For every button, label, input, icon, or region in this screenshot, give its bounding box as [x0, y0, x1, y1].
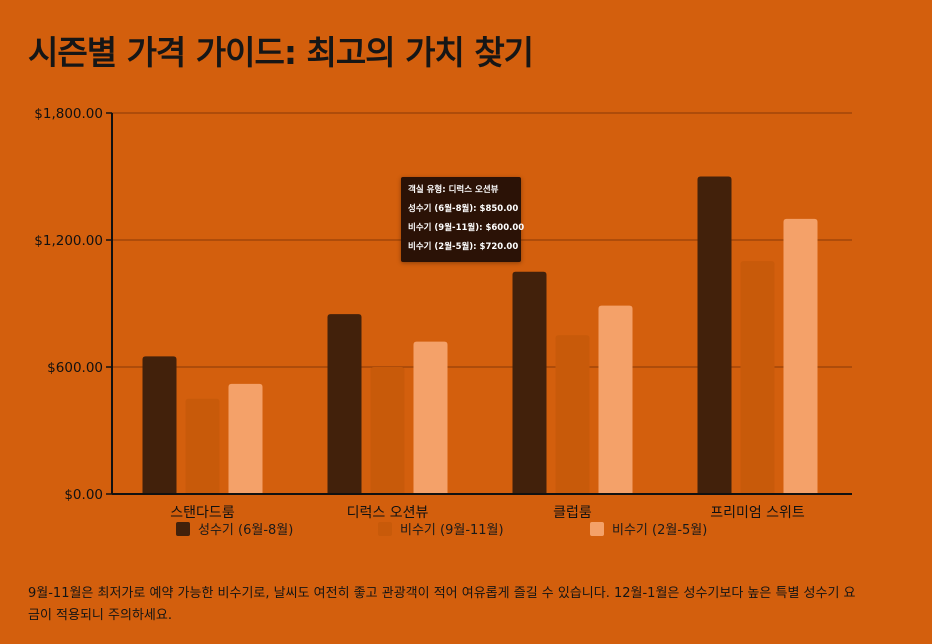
legend-swatch	[590, 521, 604, 536]
bar	[740, 261, 775, 494]
legend-label: 비수기 (9월-11월)	[400, 523, 504, 538]
bar	[783, 218, 818, 495]
bar	[185, 398, 220, 494]
legend-item[interactable]: 비수기 (9월-11월)	[378, 519, 504, 538]
tooltip-line: 비수기 (9월-11월): $600.00	[408, 223, 525, 233]
legend-label: 성수기 (6월-8월)	[198, 523, 294, 538]
y-tick-label: $600.00	[47, 360, 103, 376]
bar	[555, 335, 590, 494]
seasonal-note: 9월-11월은 최저가로 예약 가능한 비수기로, 날씨도 여전히 좋고 관광객…	[28, 586, 856, 623]
y-tick-label: $0.00	[64, 487, 103, 503]
legend-swatch	[176, 521, 190, 536]
y-tick-label: $1,800.00	[34, 106, 103, 122]
bar	[370, 367, 405, 494]
x-tick-label: 스탠다드룸	[170, 505, 235, 521]
bar	[598, 305, 633, 494]
bar	[697, 176, 732, 494]
x-tick-label: 프리미엄 스위트	[710, 505, 805, 521]
x-tick-label: 클럽룸	[553, 505, 592, 521]
bar	[228, 383, 263, 494]
x-tick-label: 디럭스 오션뷰	[347, 505, 429, 521]
tooltip-line: 성수기 (6월-8월): $850.00	[408, 204, 519, 214]
bar	[142, 356, 177, 494]
bar	[413, 341, 448, 494]
legend-label: 비수기 (2월-5월)	[612, 523, 708, 538]
page-title: 시즌별 가격 가이드: 최고의 가치 찾기	[28, 33, 534, 72]
chart-tooltip: 객실 유형: 디럭스 오션뷰 성수기 (6월-8월): $850.00 비수기 …	[401, 177, 525, 262]
bar	[327, 314, 362, 494]
y-tick-label: $1,200.00	[34, 233, 103, 249]
legend-swatch	[378, 521, 392, 536]
tooltip-header: 객실 유형: 디럭스 오션뷰	[408, 185, 499, 195]
legend-item[interactable]: 비수기 (2월-5월)	[590, 519, 707, 538]
bar	[512, 271, 547, 494]
chart-legend: 성수기 (6월-8월) 비수기 (9월-11월) 비수기 (2월-5월)	[176, 519, 876, 539]
tooltip-line: 비수기 (2월-5월): $720.00	[408, 242, 519, 252]
legend-item[interactable]: 성수기 (6월-8월)	[176, 519, 293, 538]
